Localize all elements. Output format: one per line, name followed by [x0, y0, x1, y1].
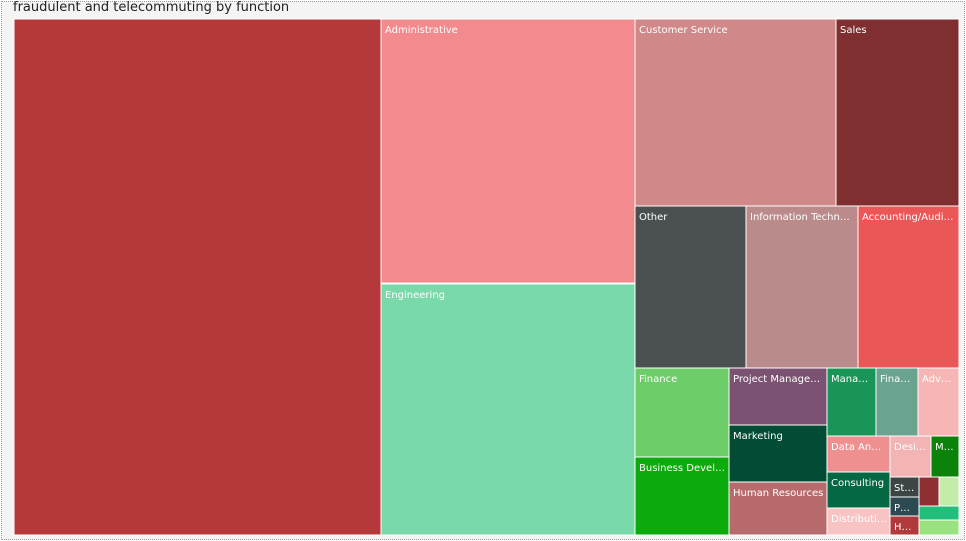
treemap-cell-unlabeled-24[interactable]	[918, 476, 940, 507]
treemap-rect-other[interactable]	[634, 205, 747, 369]
treemap-rect-sales[interactable]	[835, 18, 960, 207]
treemap-rect-unlabeled-24[interactable]	[918, 476, 940, 507]
treemap-label-business-development: Business Devel…	[639, 463, 725, 474]
treemap-label-human-resources: Human Resources	[733, 488, 823, 499]
treemap-label-finance: Finance	[639, 374, 677, 385]
treemap-label-sales: Sales	[840, 25, 867, 36]
treemap-cell-consulting[interactable]: Consulting	[826, 471, 891, 509]
treemap-cell-unlabeled-27[interactable]	[918, 519, 960, 536]
treemap-cell-manufacturing[interactable]: M…	[930, 435, 960, 478]
treemap-label-financial-analyst: Fina…	[880, 374, 910, 385]
chart-title: fraudulent and telecommuting by function	[13, 0, 290, 15]
treemap-label-design: Desi…	[894, 442, 926, 453]
treemap-label-data-analyst: Data An…	[831, 442, 881, 453]
treemap-cell-management[interactable]: Mana…	[826, 367, 877, 437]
treemap-cell-advertising[interactable]: Adv…	[917, 367, 960, 437]
treemap-label-strategy: St…	[894, 483, 914, 494]
treemap-label-customer-service: Customer Service	[639, 25, 728, 36]
treemap-rect-unlabeled-26[interactable]	[918, 505, 960, 521]
treemap-cell-financial-analyst[interactable]: Fina…	[875, 367, 919, 437]
treemap-cell-marketing[interactable]: Marketing	[728, 424, 828, 483]
treemap-rect-consulting[interactable]	[826, 471, 891, 509]
treemap-rect-accounting-auditing[interactable]	[857, 205, 960, 369]
treemap-cell-sales[interactable]: Sales	[835, 18, 960, 207]
treemap-rect-management[interactable]	[826, 367, 877, 437]
treemap-rect-marketing[interactable]	[728, 424, 828, 483]
treemap-rect-engineering[interactable]	[380, 283, 636, 536]
treemap-rect-advertising[interactable]	[917, 367, 960, 437]
treemap-cell-data-analyst[interactable]: Data An…	[826, 435, 891, 473]
treemap-label-advertising: Adv…	[922, 374, 951, 385]
treemap-rect-customer-service[interactable]	[634, 18, 837, 207]
treemap-cell-distribution[interactable]: Distributi…	[826, 507, 891, 536]
treemap-label-consulting: Consulting	[831, 478, 884, 489]
treemap-rect-administrative[interactable]	[380, 18, 636, 284]
treemap-cell-public-relations[interactable]: P…	[889, 496, 920, 517]
treemap-rect-financial-analyst[interactable]	[875, 367, 919, 437]
treemap-rect-unlabeled-25[interactable]	[938, 476, 960, 507]
treemap-cell-engineering[interactable]: Engineering	[380, 283, 636, 536]
treemap-label-distribution: Distributi…	[831, 514, 887, 525]
treemap-cell-project-management[interactable]: Project Manage…	[728, 367, 828, 426]
treemap-cell-unlabeled-25[interactable]	[938, 476, 960, 507]
treemap-cell-unlabeled-0[interactable]	[13, 18, 382, 536]
treemap-cell-customer-service[interactable]: Customer Service	[634, 18, 837, 207]
treemap-cell-human-resources[interactable]: Human Resources	[728, 481, 828, 536]
treemap-label-accounting-auditing: Accounting/Audi…	[862, 212, 954, 223]
treemap-label-project-management: Project Manage…	[733, 374, 820, 385]
treemap-label-other: Other	[639, 212, 668, 223]
treemap-cell-information-technology[interactable]: Information Techn…	[745, 205, 859, 369]
treemap-rect-distribution[interactable]	[826, 507, 891, 536]
treemap-label-administrative: Administrative	[385, 25, 458, 36]
treemap-label-manufacturing: M…	[935, 442, 954, 453]
treemap-rect-unlabeled-27[interactable]	[918, 519, 960, 536]
treemap-rect-manufacturing[interactable]	[930, 435, 960, 478]
treemap-label-public-relations: P…	[894, 503, 910, 514]
treemap-label-marketing: Marketing	[733, 431, 783, 442]
treemap-rect-human-resources[interactable]	[728, 481, 828, 536]
treemap-rect-unlabeled-0[interactable]	[13, 18, 382, 536]
treemap-cell-finance[interactable]: Finance	[634, 367, 730, 458]
treemap-cell-unlabeled-26[interactable]	[918, 505, 960, 521]
treemap-label-health-care: H…	[894, 522, 912, 533]
treemap-rect-information-technology[interactable]	[745, 205, 859, 369]
treemap-label-information-technology: Information Techn…	[750, 212, 850, 223]
treemap-cell-accounting-auditing[interactable]: Accounting/Audi…	[857, 205, 960, 369]
treemap-cell-administrative[interactable]: Administrative	[380, 18, 636, 284]
treemap-cell-design[interactable]: Desi…	[889, 435, 932, 478]
treemap-cell-health-care[interactable]: H…	[889, 515, 920, 536]
treemap-cell-other[interactable]: Other	[634, 205, 747, 369]
treemap-label-engineering: Engineering	[385, 290, 445, 301]
treemap-cell-strategy[interactable]: St…	[889, 476, 920, 498]
treemap-label-management: Mana…	[831, 374, 868, 385]
treemap-cell-business-development[interactable]: Business Devel…	[634, 456, 730, 536]
treemap-rect-design[interactable]	[889, 435, 932, 478]
